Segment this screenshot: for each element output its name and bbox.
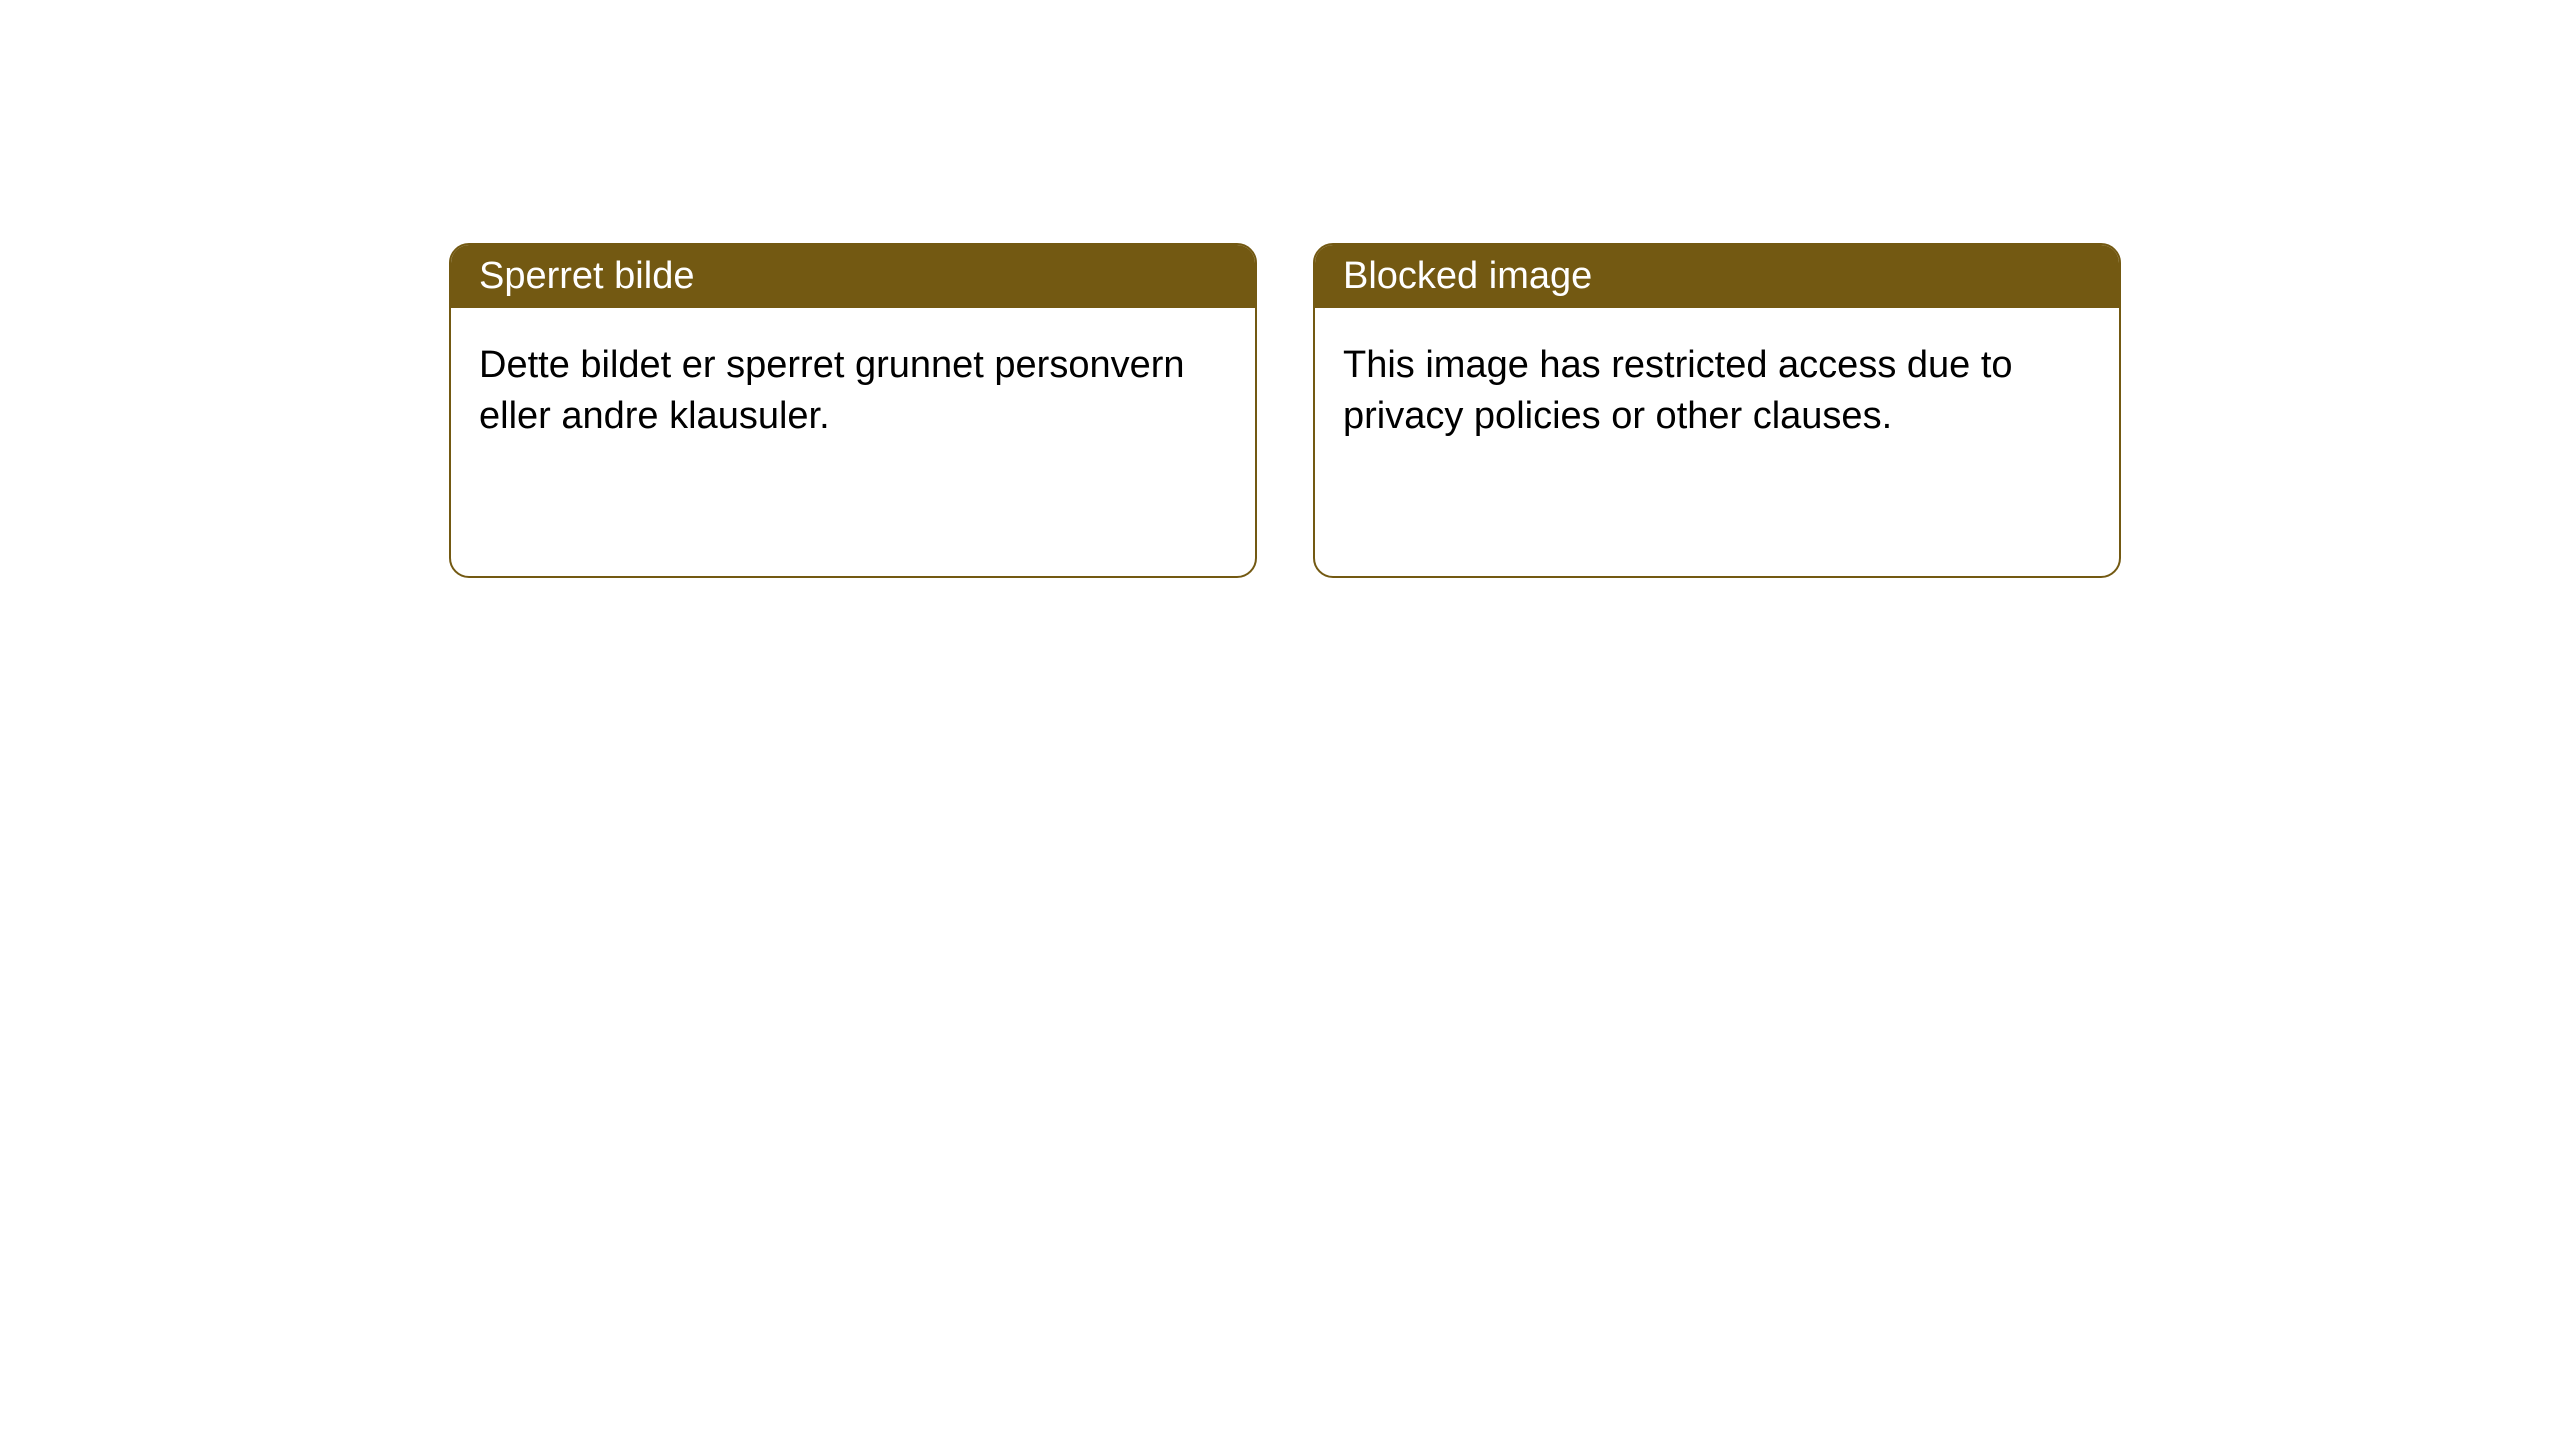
card-title-en: Blocked image (1343, 255, 1592, 297)
card-body-text-no: Dette bildet er sperret grunnet personve… (479, 344, 1185, 437)
card-body-en: This image has restricted access due to … (1315, 308, 2119, 475)
card-header-en: Blocked image (1315, 245, 2119, 308)
card-body-no: Dette bildet er sperret grunnet personve… (451, 308, 1255, 475)
blocked-image-card-en: Blocked image This image has restricted … (1313, 243, 2121, 578)
card-header-no: Sperret bilde (451, 245, 1255, 308)
card-body-text-en: This image has restricted access due to … (1343, 344, 2013, 437)
card-title-no: Sperret bilde (479, 255, 694, 297)
notice-cards-container: Sperret bilde Dette bildet er sperret gr… (0, 0, 2560, 578)
blocked-image-card-no: Sperret bilde Dette bildet er sperret gr… (449, 243, 1257, 578)
